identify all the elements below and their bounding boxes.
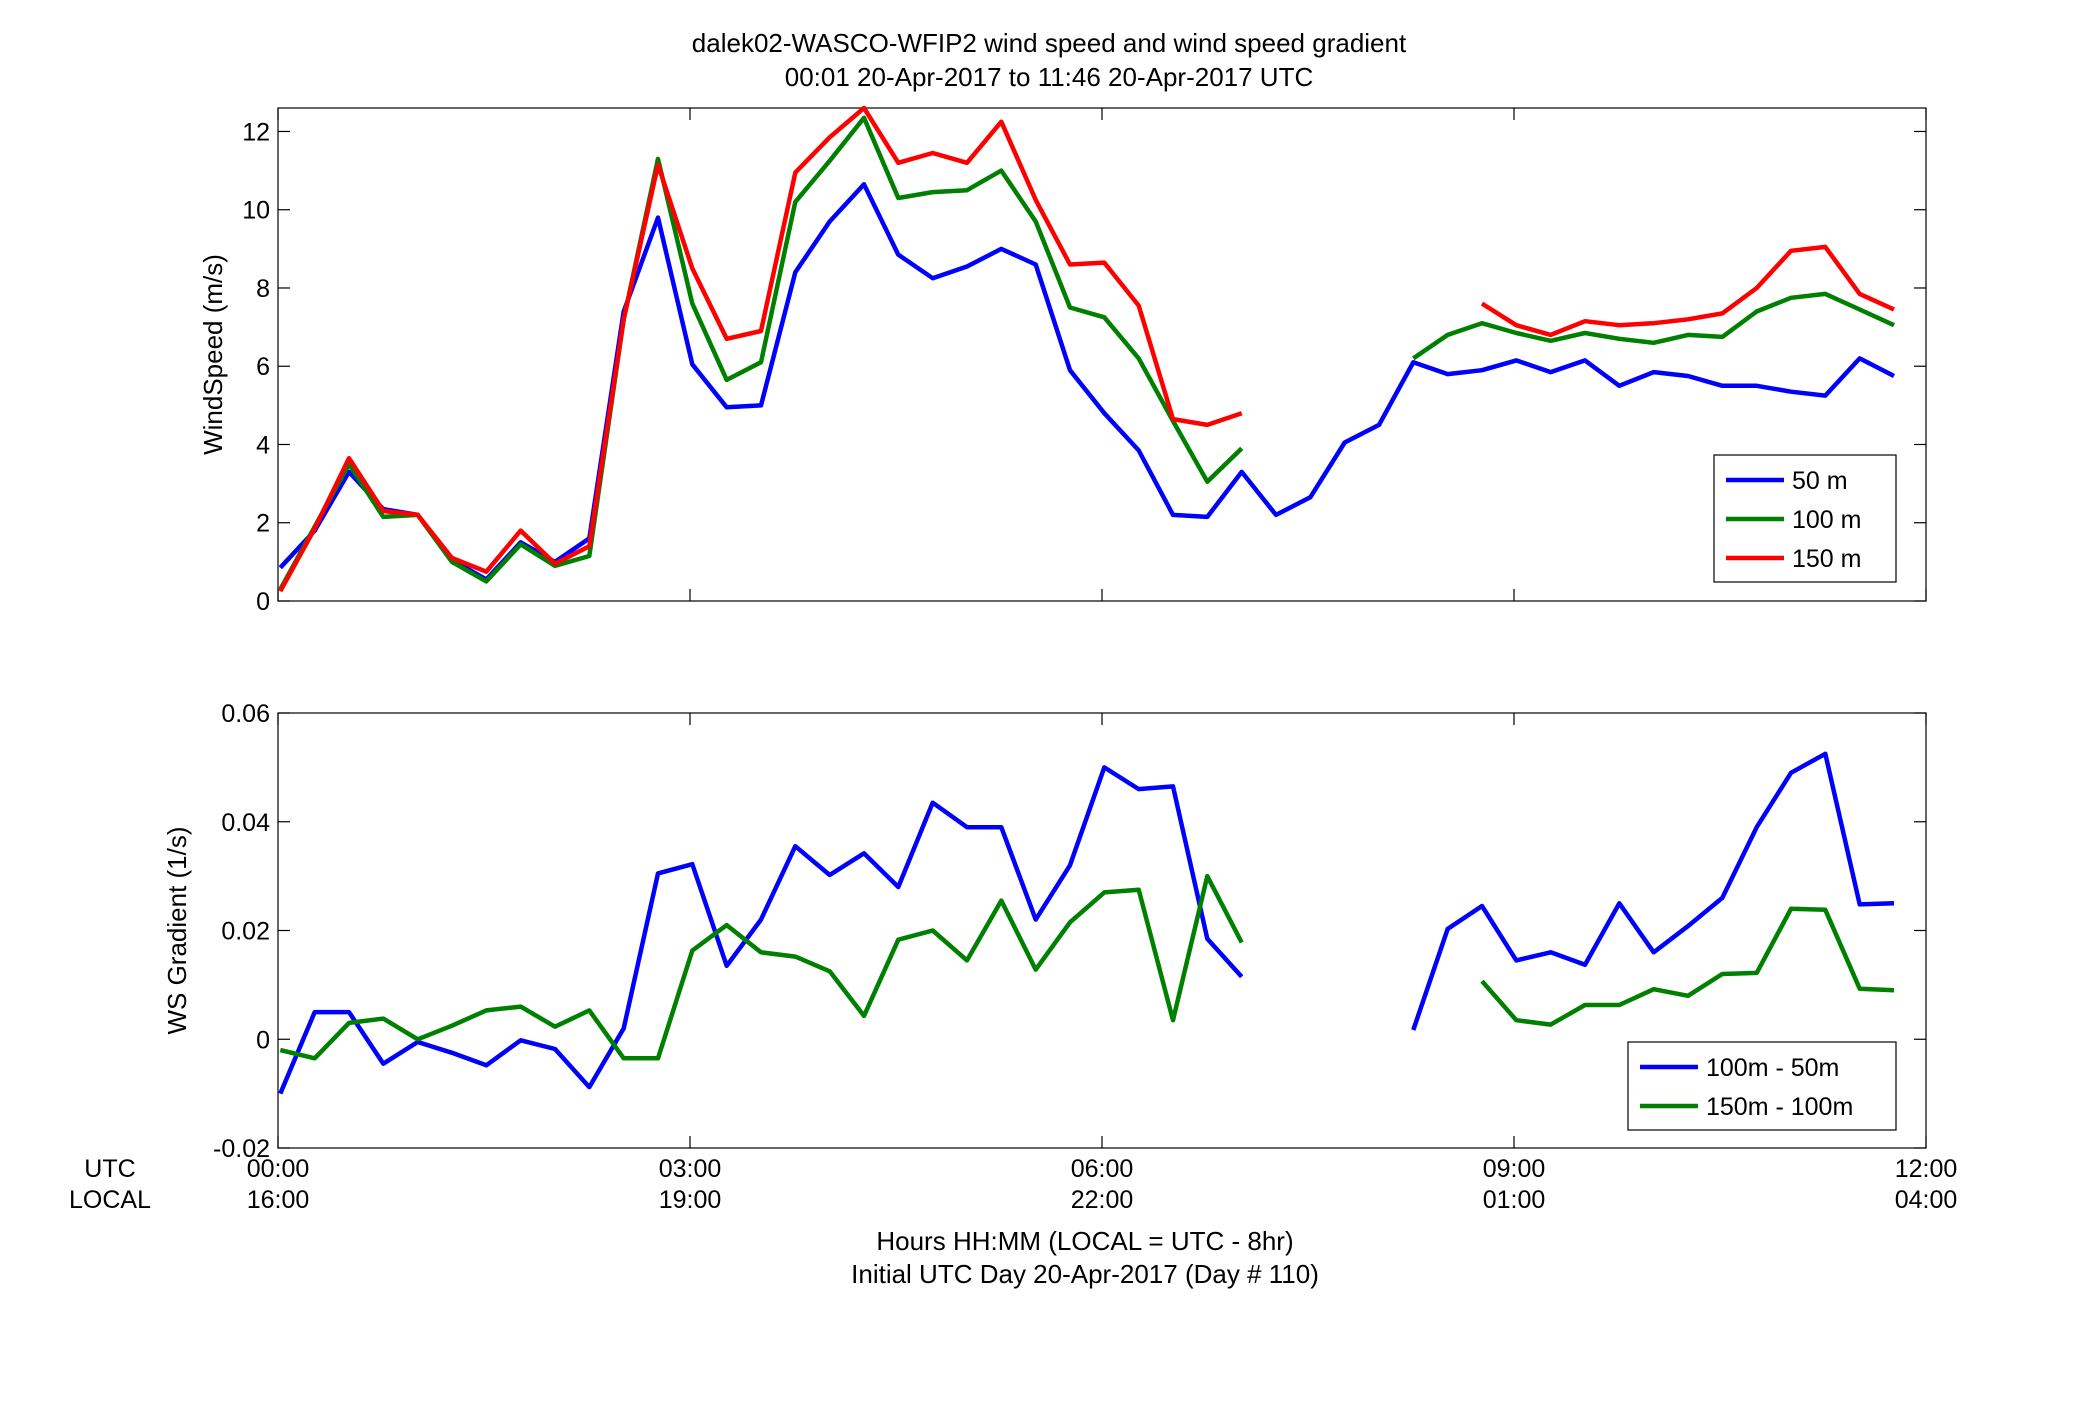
legend-label: 100 m	[1792, 506, 1861, 534]
x-tick-label-local: 04:00	[1895, 1186, 1958, 1214]
plot-area	[277, 107, 1927, 602]
y-tick-label: 12	[242, 118, 270, 146]
y-axis-label: WindSpeed (m/s)	[198, 254, 228, 455]
legend-label: 50 m	[1792, 467, 1848, 495]
x-tick-label-utc: 12:00	[1895, 1155, 1958, 1183]
legend-label: 150m - 100m	[1706, 1093, 1853, 1121]
x-tick-label-utc: 06:00	[1071, 1155, 1134, 1183]
series-line	[279, 873, 1895, 1061]
wind-speed-axes: 0 2 4 6 8 10 12 WindSpeed (m/s) 50 m 100 m 150 m	[198, 105, 1927, 616]
y-tick-label: 0.04	[221, 809, 270, 837]
y-tick-label: 0	[256, 588, 270, 616]
y-tick-label: 8	[256, 275, 270, 303]
y-tick-label: 2	[256, 510, 270, 538]
legend: 50 m 100 m 150 m	[1713, 454, 1897, 583]
x-tick-label-local: 22:00	[1071, 1186, 1134, 1214]
y-tick-label: 0.06	[221, 700, 270, 728]
series-line	[278, 751, 1895, 1095]
row-label-utc: UTC	[84, 1155, 135, 1183]
x-axis-label-line2: Initial UTC Day 20-Apr-2017 (Day # 110)	[851, 1259, 1319, 1289]
figure-title-line1: dalek02-WASCO-WFIP2 wind speed and wind …	[692, 28, 1407, 58]
x-tick-labels: 00:00 16:00 03:00 19:00 06:00 22:00 09:00 01:00…	[247, 1155, 1958, 1214]
x-axis-label-line1: Hours HH:MM (LOCAL = UTC - 8hr)	[876, 1226, 1293, 1256]
x-tick-label-local: 19:00	[659, 1186, 722, 1214]
legend-label: 150 m	[1792, 545, 1861, 573]
y-tick-label: 0	[256, 1026, 270, 1054]
x-tick-label-utc: 09:00	[1483, 1155, 1546, 1183]
legend: 100m - 50m 150m - 100m	[1627, 1041, 1897, 1131]
figure-title-line2: 00:01 20-Apr-2017 to 11:46 20-Apr-2017 U…	[785, 62, 1314, 92]
row-label-local: LOCAL	[69, 1186, 151, 1214]
x-tick-label-local: 16:00	[247, 1186, 310, 1214]
y-tick-label: -0.02	[213, 1135, 270, 1163]
legend-box	[1627, 1041, 1897, 1131]
gradient-axes: -0.02 0 0.02 0.04 0.06 WS Gradient (1/s) 100m …	[162, 700, 1927, 1163]
y-tick-label: 6	[256, 353, 270, 381]
x-tick-label-utc: 00:00	[247, 1155, 310, 1183]
legend-label: 100m - 50m	[1706, 1054, 1839, 1082]
x-tick-label-utc: 03:00	[659, 1155, 722, 1183]
y-tick-label: 4	[256, 431, 270, 459]
series-line	[278, 105, 1895, 593]
y-tick-label: 10	[242, 197, 270, 225]
x-tick-label-local: 01:00	[1483, 1186, 1546, 1214]
y-axis-label: WS Gradient (1/s)	[162, 826, 192, 1034]
y-tick-label: 0.02	[221, 918, 270, 946]
